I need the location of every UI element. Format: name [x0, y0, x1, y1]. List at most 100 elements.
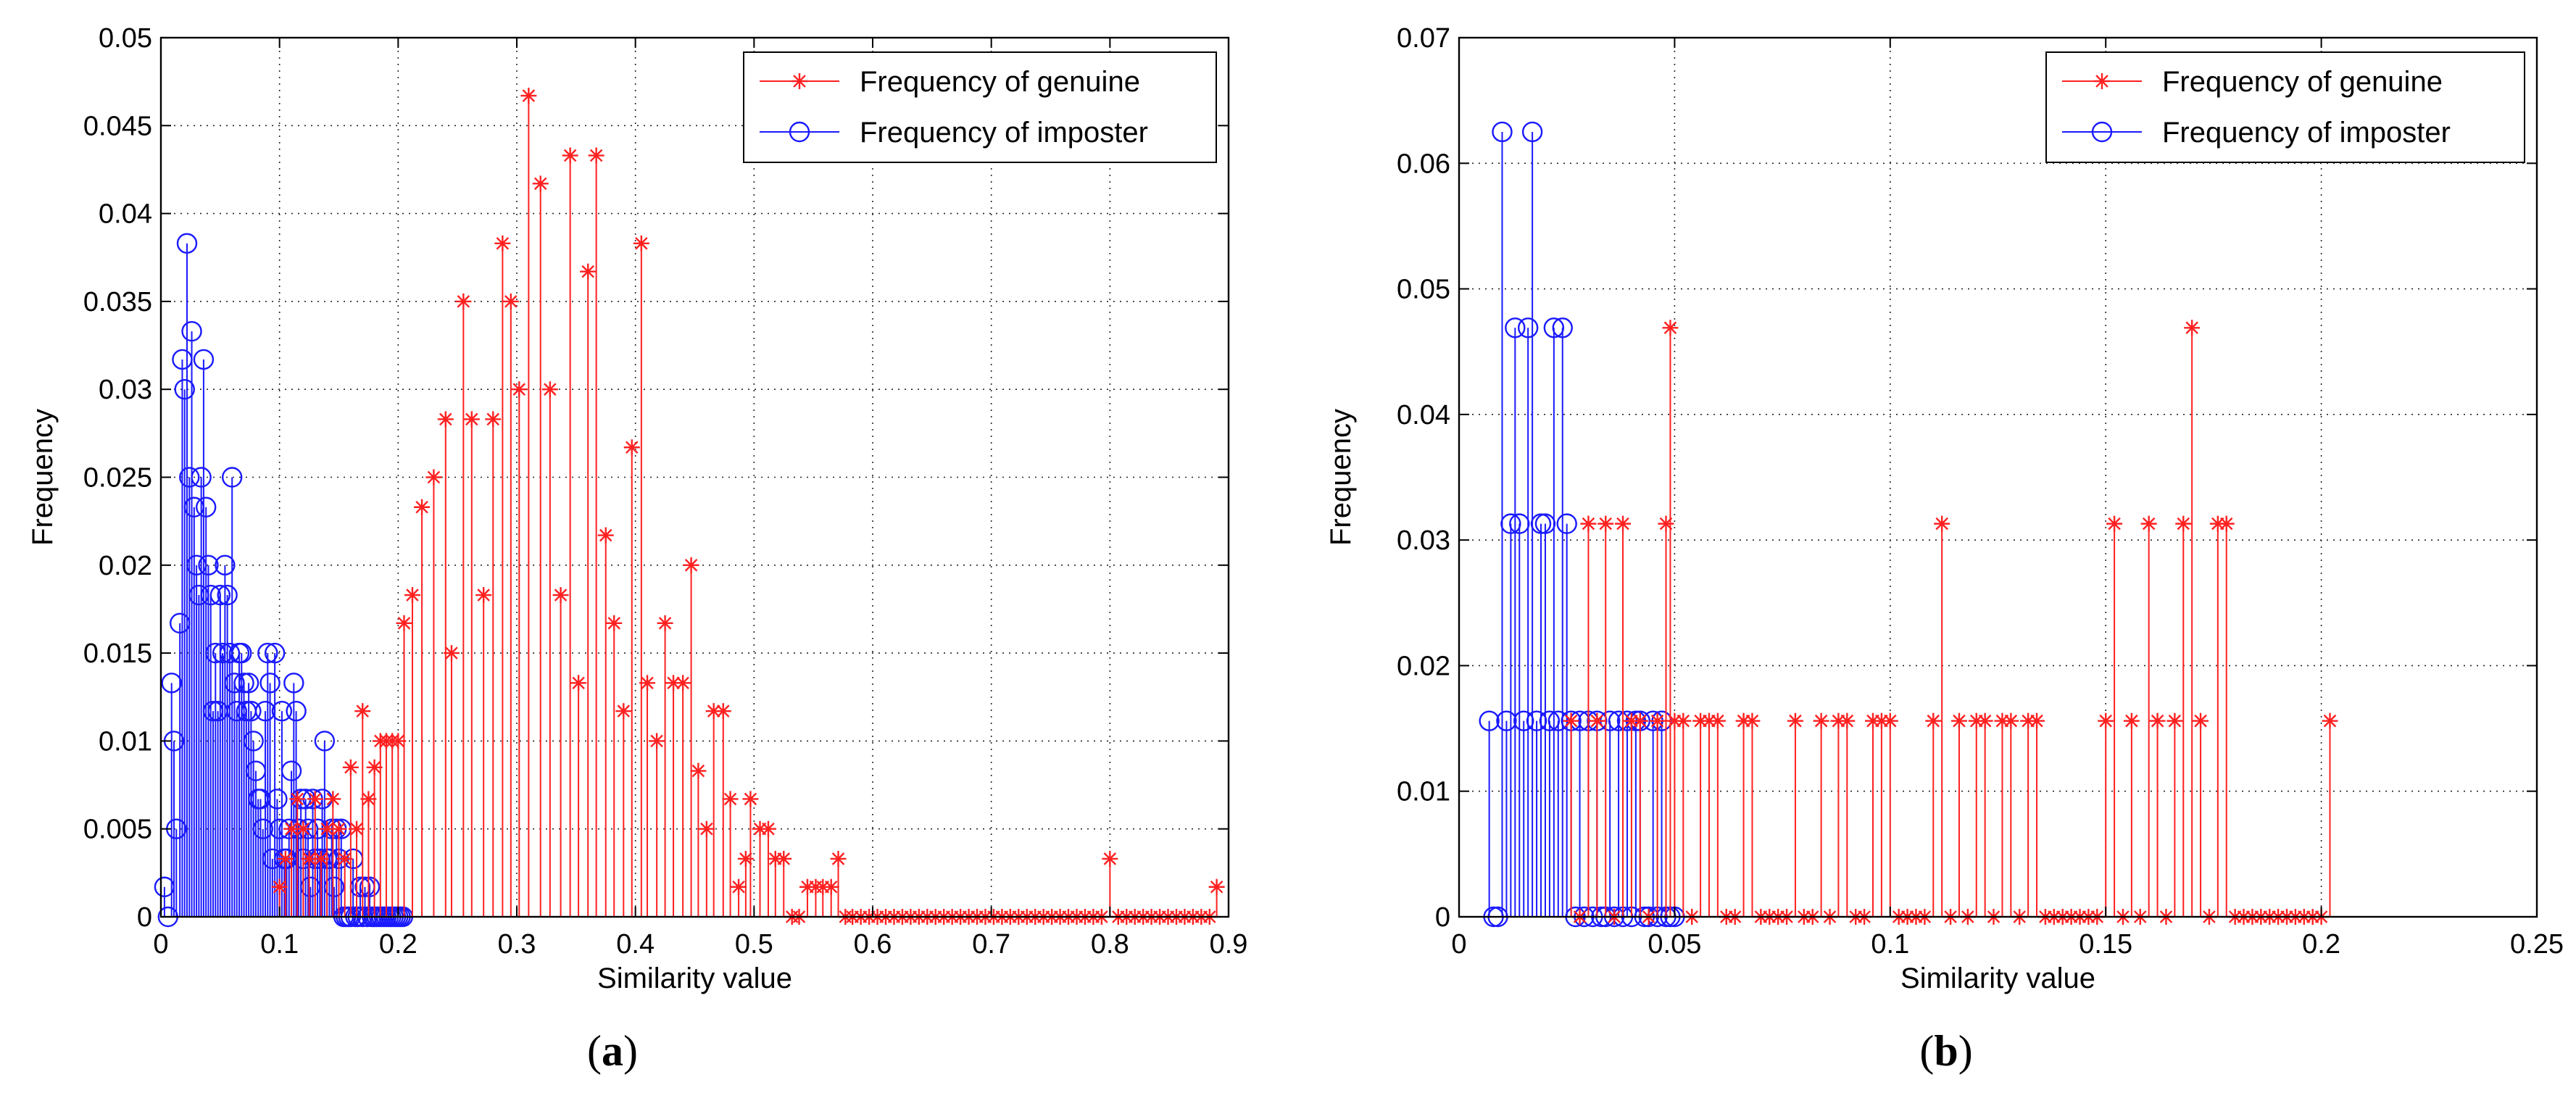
- imposter-point: [264, 642, 286, 664]
- imposter-point: [1492, 121, 1513, 143]
- genuine-point: [319, 820, 336, 837]
- imposter-point: [209, 584, 231, 606]
- genuine-point: [597, 527, 614, 544]
- genuine-point: [325, 791, 341, 807]
- legend-star-icon: [2094, 73, 2110, 89]
- imposter-point: [231, 642, 252, 664]
- genuine-point: [1102, 850, 1118, 867]
- y-tick-label: 0.05: [1397, 275, 1450, 305]
- genuine-point: [1589, 712, 1605, 729]
- imposter-point: [314, 731, 336, 752]
- genuine-point: [2184, 320, 2201, 336]
- genuine-point: [1658, 515, 1674, 532]
- genuine-point: [776, 850, 792, 867]
- genuine-point: [475, 587, 492, 604]
- genuine-point: [1615, 515, 1632, 532]
- imposter-point: [222, 467, 243, 488]
- genuine-point: [541, 381, 558, 398]
- imposter-point: [241, 700, 262, 722]
- genuine-point: [414, 499, 431, 515]
- y-tick-label: 0.02: [99, 551, 152, 581]
- ticks: [160, 37, 1229, 918]
- genuine-point: [2193, 712, 2209, 729]
- x-tick-label: 0.5: [735, 929, 773, 960]
- x-tick-label: 0.9: [1210, 929, 1248, 960]
- genuine-point: [1839, 712, 1856, 729]
- y-tick-label: 0.04: [99, 199, 152, 230]
- genuine-point: [1649, 712, 1666, 729]
- imposter-point: [1509, 513, 1530, 534]
- genuine-point: [1882, 712, 1898, 729]
- genuine-point: [366, 759, 383, 775]
- genuine-point: [425, 469, 442, 486]
- imposter-point: [1517, 317, 1539, 338]
- y-tick-label: 0.03: [1397, 525, 1450, 556]
- genuine-point: [349, 820, 365, 837]
- genuine-point: [570, 675, 587, 691]
- genuine-point: [437, 411, 454, 428]
- imposter-point: [233, 673, 254, 694]
- y-axis-title: Frequency: [1325, 409, 1357, 546]
- genuine-point: [737, 850, 754, 867]
- x-tick-label: 0.2: [2302, 929, 2340, 960]
- panel-label: a: [602, 1027, 623, 1075]
- legend-box: [743, 51, 1217, 163]
- y-tick-label: 0.015: [83, 639, 152, 669]
- genuine-point: [511, 381, 528, 398]
- imposter-point: [1521, 121, 1543, 143]
- series-genuine: [271, 88, 1225, 925]
- genuine-point: [1597, 515, 1614, 532]
- genuine-point: [404, 587, 420, 604]
- y-axis-title: Frequency: [27, 409, 59, 546]
- genuine-point: [494, 235, 511, 251]
- panel-caption: (a): [587, 1027, 638, 1075]
- genuine-point: [675, 675, 691, 691]
- ticks: [1458, 37, 2538, 918]
- imposter-point: [179, 467, 200, 488]
- panel-b: 0 0.05 0.1 0.15 0.2 0.25 0 0.01 0.02 0.03 0.04 0.05…: [1325, 23, 2564, 1075]
- y-tick-label: 0: [1435, 902, 1450, 933]
- genuine-point: [396, 615, 412, 631]
- imposter-point: [1500, 513, 1521, 534]
- imposter-point: [1496, 710, 1517, 731]
- panel-caption: (b): [1919, 1027, 1972, 1075]
- genuine-point: [1675, 712, 1692, 729]
- genuine-point: [2175, 515, 2192, 532]
- legend-label: Frequency of genuine: [860, 66, 1140, 98]
- panel-a: 0 0.1 0.2 0.3 0.4 0.5 0.6 0.7 0.8 0.9 0 0.005 0.01 0.…: [27, 23, 1247, 1075]
- y-tick-label: 0.07: [1397, 23, 1450, 54]
- genuine-point: [562, 147, 578, 164]
- x-tick-label: 0.4: [616, 929, 655, 960]
- genuine-point: [1208, 878, 1225, 895]
- y-tick-label: 0.05: [99, 23, 152, 54]
- imposter-point: [198, 554, 219, 575]
- y-tick-label: 0.035: [83, 287, 152, 317]
- imposter-point: [252, 818, 273, 839]
- y-tick-label: 0: [137, 902, 152, 933]
- genuine-point: [443, 645, 460, 662]
- genuine-point: [623, 439, 640, 456]
- genuine-point: [1744, 712, 1761, 729]
- imposter-point: [243, 731, 264, 752]
- imposter-point: [271, 700, 293, 722]
- imposter-point: [323, 876, 345, 897]
- imposter-point: [1513, 710, 1534, 731]
- genuine-point: [354, 703, 371, 720]
- genuine-point: [760, 820, 776, 837]
- genuine-point: [1977, 712, 1993, 729]
- genuine-point: [633, 235, 649, 251]
- imposter-point: [1505, 317, 1526, 338]
- genuine-point: [2322, 712, 2338, 729]
- genuine-point: [588, 147, 604, 164]
- genuine-point: [455, 293, 472, 309]
- genuine-point: [2106, 515, 2123, 532]
- x-tick-label: 0.25: [2510, 929, 2564, 960]
- legend-circle-icon: [789, 121, 810, 143]
- imposter-point: [1530, 513, 1552, 534]
- legend-label: Frequency of imposter: [2162, 117, 2451, 149]
- imposter-point: [281, 760, 302, 781]
- genuine-point: [683, 557, 699, 573]
- legend-label: Frequency of genuine: [2162, 66, 2443, 98]
- panel-label: b: [1934, 1027, 1958, 1075]
- legend-box: [2045, 51, 2525, 163]
